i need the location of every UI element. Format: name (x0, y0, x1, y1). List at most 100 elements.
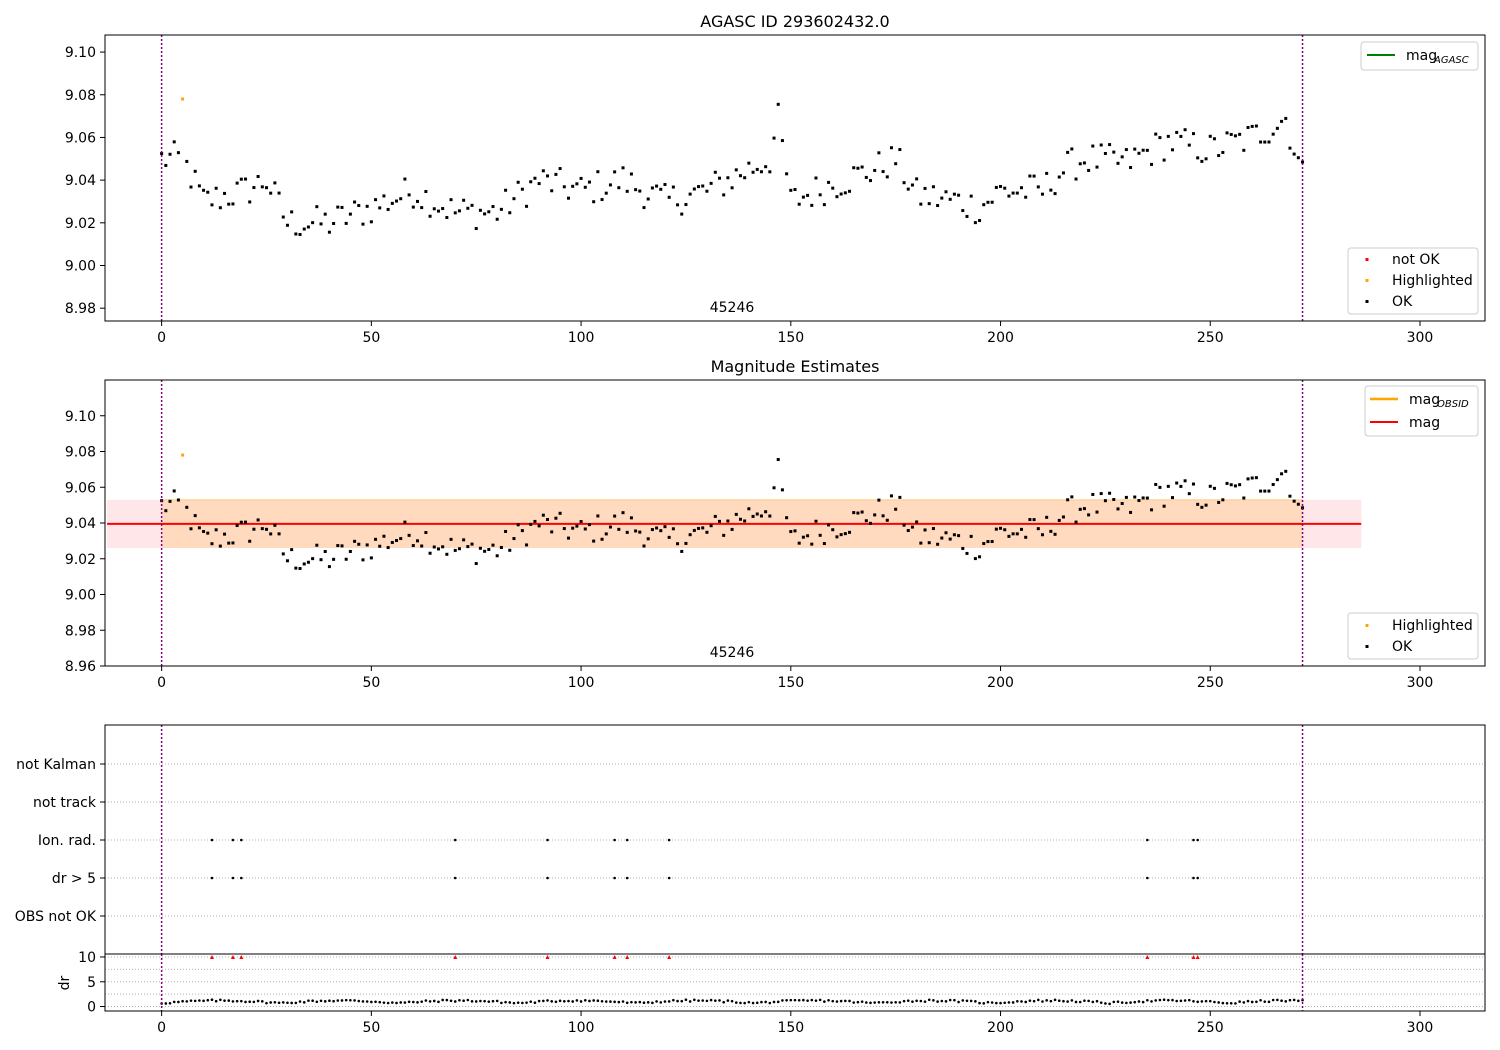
ok-point (202, 530, 206, 534)
flag-point (667, 838, 671, 842)
ok-point (554, 172, 558, 176)
ok-point (403, 520, 407, 524)
ok-point (969, 534, 973, 538)
ok-point (546, 174, 550, 178)
dr-point (1141, 1000, 1145, 1004)
panel-flags: not Kalman not track Ion. rad. dr > 5 OBS no… (15, 724, 1486, 955)
ok-point (193, 169, 197, 173)
dr-point (1116, 1000, 1120, 1003)
ok-point (1108, 143, 1112, 147)
ok-point (797, 202, 801, 206)
ok-point (382, 534, 386, 538)
dr-point (885, 1000, 889, 1004)
dr-point (374, 1000, 377, 1004)
ok-point (751, 170, 755, 174)
y-tick-label: 9.10 (65, 45, 96, 61)
flag-point (625, 876, 629, 880)
dr-point (378, 1000, 382, 1004)
ok-point (1246, 477, 1250, 481)
ok-point (600, 198, 604, 202)
ok-point (1208, 134, 1212, 138)
ok-point (239, 520, 243, 524)
ok-point (705, 530, 709, 534)
ok-point (923, 186, 927, 190)
ok-point (206, 190, 210, 194)
ok-point (449, 537, 453, 541)
ok-point (256, 518, 260, 522)
ok-point (1217, 154, 1221, 158)
ok-point (235, 524, 239, 528)
ok-point (961, 209, 965, 213)
panel-agasc-legend-bottom[interactable]: not OK Highlighted OK (1347, 247, 1479, 315)
dr-point (500, 1001, 503, 1005)
ok-point (533, 176, 537, 180)
ok-point (483, 212, 487, 216)
ok-point (1087, 513, 1091, 517)
ok-point (1250, 476, 1254, 480)
dr-point (1229, 1001, 1233, 1005)
ok-point (663, 182, 667, 186)
dr-point (969, 999, 973, 1003)
ok-point (1133, 147, 1137, 151)
dr-point (479, 999, 482, 1003)
dr-point (416, 1001, 419, 1004)
ok-point (604, 532, 608, 536)
ok-point (915, 520, 919, 524)
dr-point (789, 998, 793, 1002)
ok-point (697, 185, 701, 189)
ok-point (772, 136, 776, 140)
dr-point (827, 998, 830, 1002)
ok-point (193, 514, 197, 518)
dr-point (1057, 999, 1061, 1003)
ok-point (357, 542, 361, 546)
ok-point (273, 181, 277, 185)
ok-point (1250, 124, 1254, 128)
ok-point (755, 167, 759, 171)
dr-point (382, 1001, 386, 1004)
dr-point (911, 1000, 914, 1003)
ok-point (256, 175, 260, 179)
flag-category-label: dr > 5 (52, 871, 96, 887)
ok-point (1292, 152, 1296, 156)
ok-point (223, 532, 227, 536)
ok-point (1229, 132, 1233, 136)
ok-point (1011, 191, 1015, 195)
ok-point (936, 204, 940, 208)
panel-agasc-legend-top[interactable]: mag AGASC (1360, 41, 1479, 71)
flag-point (546, 876, 549, 880)
ok-point (1116, 161, 1120, 165)
panel-estimates-legend-bottom[interactable]: Highlighted OK (1347, 612, 1479, 660)
ok-point (1082, 161, 1086, 165)
ok-point (566, 536, 570, 540)
ok-point (424, 531, 428, 535)
dr-point (554, 1000, 558, 1004)
ok-point (504, 188, 508, 192)
flag-point (240, 876, 243, 880)
panel-dr-frame (104, 953, 1486, 1012)
dr-point (1200, 1000, 1204, 1003)
dr-point (1007, 1001, 1011, 1004)
dr-point (386, 1001, 390, 1005)
ok-point (709, 524, 713, 528)
dr-point (172, 1000, 176, 1004)
dr-point (470, 1000, 474, 1003)
ok-point (990, 200, 994, 204)
dr-point (370, 1000, 373, 1004)
ok-point (290, 210, 294, 214)
ok-point (1053, 192, 1057, 196)
ok-point (764, 510, 768, 514)
ok-point (420, 544, 424, 548)
dr-point (189, 999, 193, 1002)
ok-point (680, 212, 684, 216)
dr-point (483, 999, 486, 1003)
dr-point (1183, 999, 1187, 1002)
panel-estimates-legend-top[interactable]: mag OBSID mag (1364, 385, 1479, 437)
ok-point (785, 516, 789, 520)
dr-point (1146, 998, 1149, 1002)
ok-point (634, 188, 638, 192)
ok-point (697, 526, 701, 530)
ok-point (1246, 125, 1250, 129)
ok-point (1087, 168, 1091, 172)
dr-point (1179, 999, 1183, 1003)
ok-point (277, 191, 281, 195)
